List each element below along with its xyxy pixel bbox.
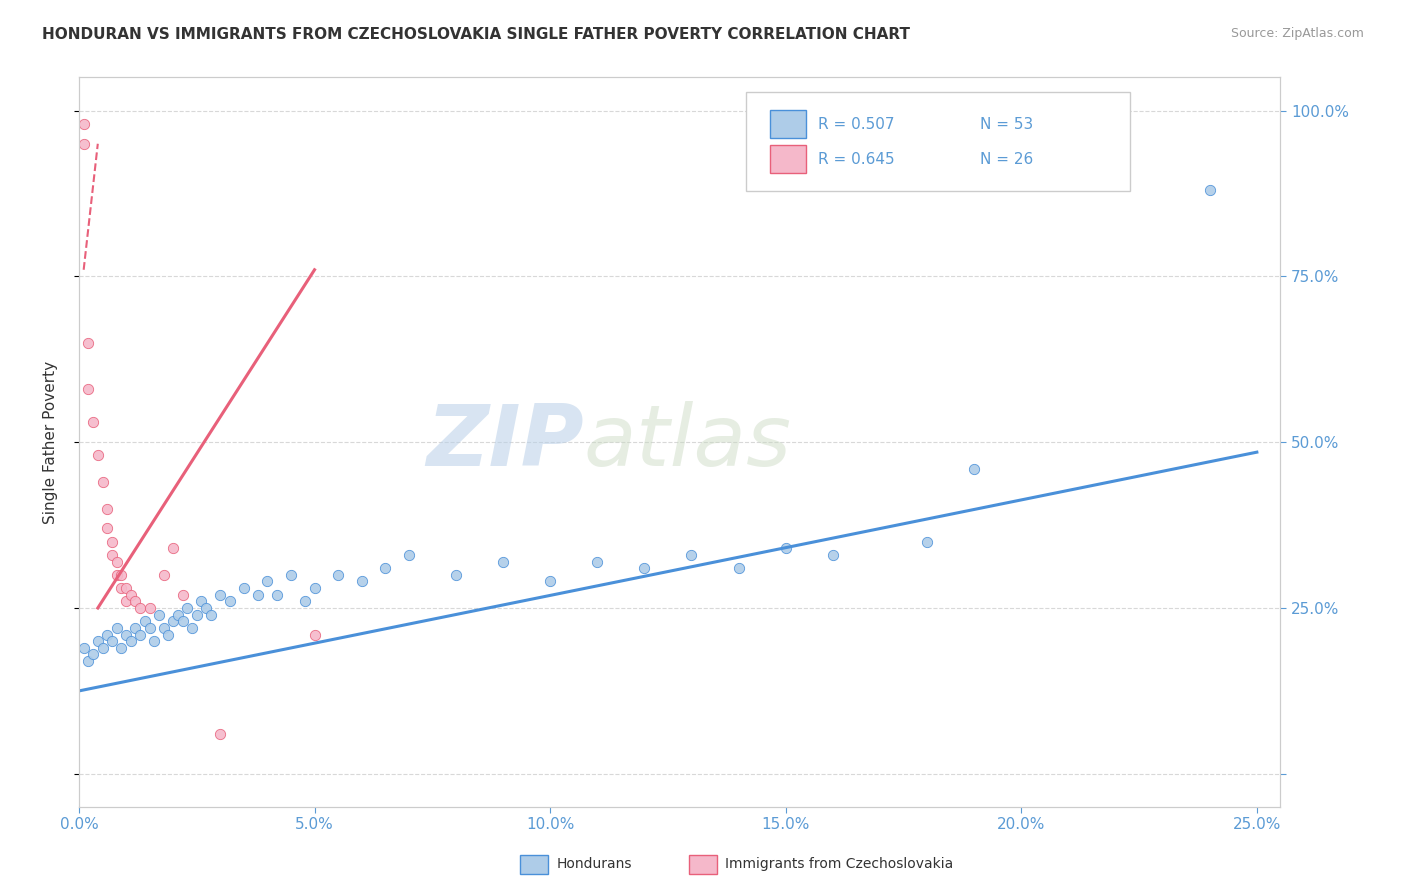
Point bbox=[148, 607, 170, 622]
Point bbox=[181, 621, 204, 635]
Point bbox=[115, 581, 138, 595]
Bar bbox=[770, 111, 806, 138]
Point bbox=[129, 601, 152, 615]
Point bbox=[120, 634, 142, 648]
Point bbox=[195, 601, 218, 615]
Point bbox=[157, 627, 180, 641]
Point bbox=[105, 555, 128, 569]
Point bbox=[821, 548, 844, 562]
Point bbox=[87, 634, 110, 648]
Point bbox=[176, 601, 198, 615]
Point bbox=[218, 594, 240, 608]
Point bbox=[124, 594, 146, 608]
Point bbox=[167, 607, 190, 622]
Point bbox=[586, 555, 609, 569]
Point bbox=[110, 581, 132, 595]
Point bbox=[91, 475, 114, 489]
Point bbox=[172, 588, 194, 602]
Point bbox=[82, 415, 104, 429]
Point bbox=[162, 615, 184, 629]
Point bbox=[374, 561, 396, 575]
Text: R = 0.645: R = 0.645 bbox=[818, 152, 894, 167]
Point bbox=[115, 594, 138, 608]
Point bbox=[538, 574, 561, 589]
FancyBboxPatch shape bbox=[745, 92, 1130, 191]
Point bbox=[101, 548, 124, 562]
Point bbox=[350, 574, 373, 589]
Point bbox=[77, 654, 100, 668]
Point bbox=[91, 640, 114, 655]
Point bbox=[681, 548, 703, 562]
Text: Hondurans: Hondurans bbox=[557, 857, 633, 871]
Text: HONDURAN VS IMMIGRANTS FROM CZECHOSLOVAKIA SINGLE FATHER POVERTY CORRELATION CHA: HONDURAN VS IMMIGRANTS FROM CZECHOSLOVAK… bbox=[42, 27, 910, 42]
Bar bbox=[770, 145, 806, 173]
Point bbox=[134, 615, 156, 629]
Point bbox=[963, 461, 986, 475]
Point bbox=[115, 627, 138, 641]
Point bbox=[143, 634, 166, 648]
Point bbox=[266, 588, 288, 602]
Point bbox=[326, 567, 349, 582]
Text: Source: ZipAtlas.com: Source: ZipAtlas.com bbox=[1230, 27, 1364, 40]
Text: atlas: atlas bbox=[583, 401, 792, 483]
Point bbox=[77, 382, 100, 396]
Point bbox=[256, 574, 278, 589]
Point bbox=[96, 501, 118, 516]
Point bbox=[246, 588, 269, 602]
Text: N = 53: N = 53 bbox=[980, 117, 1033, 132]
Point bbox=[101, 634, 124, 648]
Point bbox=[190, 594, 212, 608]
Text: R = 0.507: R = 0.507 bbox=[818, 117, 894, 132]
Point bbox=[915, 534, 938, 549]
Point bbox=[209, 588, 232, 602]
Point bbox=[138, 601, 160, 615]
Point bbox=[105, 621, 128, 635]
Point bbox=[73, 136, 96, 151]
Point bbox=[232, 581, 254, 595]
Point bbox=[129, 627, 152, 641]
Point bbox=[633, 561, 655, 575]
Point bbox=[492, 555, 515, 569]
Point bbox=[398, 548, 420, 562]
Point bbox=[73, 117, 96, 131]
Point bbox=[77, 335, 100, 350]
Point bbox=[200, 607, 222, 622]
Bar bbox=[520, 855, 548, 874]
Point bbox=[87, 449, 110, 463]
Point bbox=[152, 567, 174, 582]
Point bbox=[172, 615, 194, 629]
Point bbox=[96, 627, 118, 641]
Point bbox=[152, 621, 174, 635]
Point bbox=[110, 640, 132, 655]
Point bbox=[82, 648, 104, 662]
Bar bbox=[689, 855, 717, 874]
Point bbox=[280, 567, 302, 582]
Point bbox=[444, 567, 467, 582]
Point bbox=[304, 627, 326, 641]
Y-axis label: Single Father Poverty: Single Father Poverty bbox=[44, 360, 58, 524]
Point bbox=[1198, 183, 1220, 197]
Point bbox=[110, 567, 132, 582]
Point bbox=[727, 561, 749, 575]
Text: ZIP: ZIP bbox=[426, 401, 583, 483]
Point bbox=[105, 567, 128, 582]
Point bbox=[96, 521, 118, 535]
Text: N = 26: N = 26 bbox=[980, 152, 1033, 167]
Point bbox=[209, 727, 232, 741]
Point bbox=[162, 541, 184, 556]
Point bbox=[304, 581, 326, 595]
Point bbox=[120, 588, 142, 602]
Point bbox=[101, 534, 124, 549]
Point bbox=[186, 607, 208, 622]
Point bbox=[124, 621, 146, 635]
Point bbox=[138, 621, 160, 635]
Point bbox=[294, 594, 316, 608]
Text: Immigrants from Czechoslovakia: Immigrants from Czechoslovakia bbox=[725, 857, 953, 871]
Point bbox=[775, 541, 797, 556]
Point bbox=[73, 640, 96, 655]
